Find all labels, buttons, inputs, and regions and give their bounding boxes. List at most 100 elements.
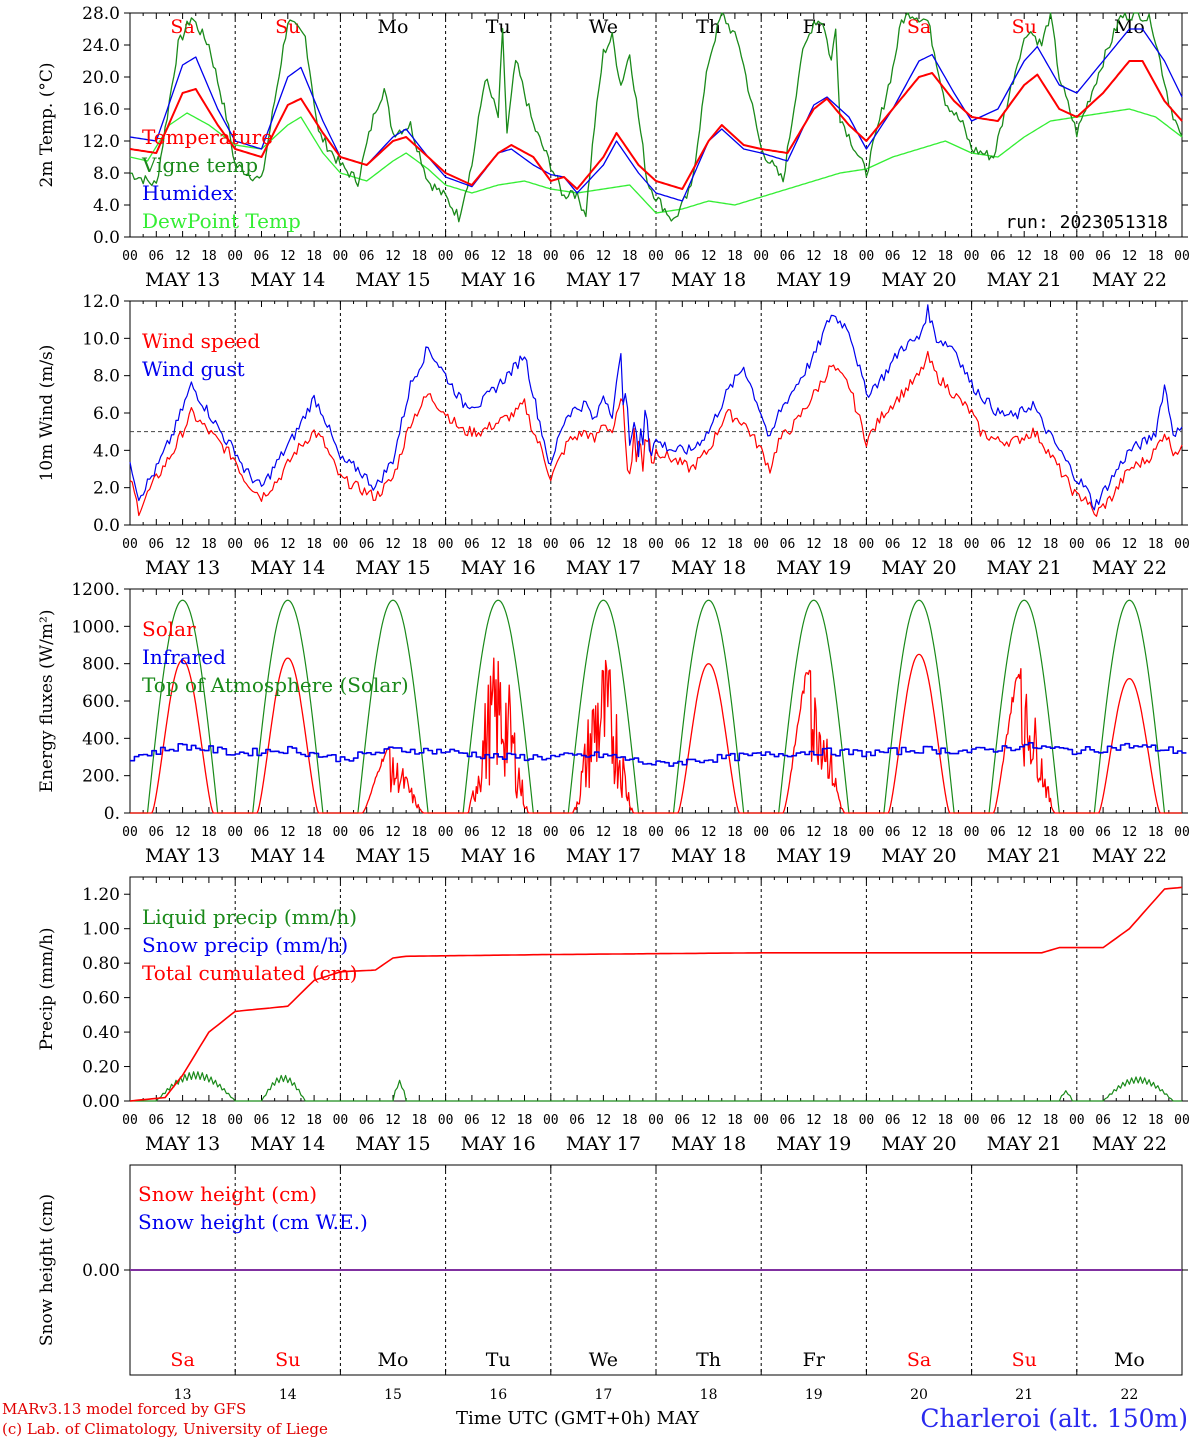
day-label: Th (696, 1349, 721, 1371)
hour-tick-label: 00 (438, 825, 454, 840)
y-tick-label: 10.0 (82, 329, 120, 349)
y-axis-label: Energy fluxes (W/m²) (37, 610, 57, 793)
y-tick-label: 800. (82, 655, 120, 675)
hour-tick-label: 06 (780, 825, 796, 840)
hour-tick-label: 12 (490, 825, 506, 840)
hour-tick-label: 06 (780, 249, 796, 264)
hour-tick-label: 06 (254, 825, 270, 840)
hour-tick-label: 18 (1148, 825, 1164, 840)
hour-tick-label: 06 (569, 1113, 585, 1128)
y-axis-label: 2m Temp. (°C) (37, 62, 57, 187)
hour-tick-label: 00 (333, 825, 349, 840)
wind-panel: 0.0 2.0 4.0 6.0 8.0 10.0 12.0 10m Wind (m/s) 00 0… (37, 292, 1190, 579)
hour-tick-label: 18 (832, 825, 848, 840)
hour-tick-label: 18 (411, 825, 427, 840)
y-tick-label: 0. (104, 804, 120, 824)
date-label: MAY 17 (566, 845, 641, 867)
y-tick-label: 4.0 (93, 441, 120, 461)
hour-tick-label: 12 (701, 825, 717, 840)
date-label: MAY 21 (987, 845, 1062, 867)
hour-tick-label: 06 (148, 1113, 164, 1128)
legend-entry: Humidex (142, 181, 234, 205)
hour-tick-label: 12 (1122, 1113, 1138, 1128)
y-tick-label: 600. (82, 692, 120, 712)
hour-tick-label: 06 (464, 1113, 480, 1128)
hour-tick-label: 18 (937, 249, 953, 264)
hour-tick-label: 18 (622, 1113, 638, 1128)
hour-tick-label: 06 (254, 1113, 270, 1128)
hour-tick-label: 12 (806, 249, 822, 264)
legend-entry: Vigne temp (141, 153, 258, 177)
hour-tick-label: 00 (122, 537, 138, 552)
hour-tick-label: 06 (885, 1113, 901, 1128)
day-label: Mo (1114, 1349, 1145, 1371)
hour-tick-label: 18 (517, 537, 533, 552)
date-label: MAY 19 (776, 557, 851, 579)
hour-tick-label: 06 (569, 825, 585, 840)
hour-tick-label: 06 (780, 1113, 796, 1128)
date-label: MAY 21 (987, 269, 1062, 291)
date-label: MAY 15 (355, 557, 430, 579)
hour-tick-label: 06 (254, 249, 270, 264)
y-tick-label: 20.0 (82, 68, 120, 88)
y-tick-label: 0.40 (82, 1023, 120, 1043)
legend-entry: Solar (142, 617, 196, 641)
hour-tick-label: 00 (859, 249, 875, 264)
hour-tick-label: 00 (753, 825, 769, 840)
date-label: MAY 14 (250, 1133, 325, 1155)
hour-tick-label: 18 (937, 1113, 953, 1128)
series-line (130, 742, 1187, 767)
hour-tick-label: 06 (990, 1113, 1006, 1128)
hour-tick-label: 06 (359, 1113, 375, 1128)
hour-tick-label: 12 (596, 1113, 612, 1128)
hour-tick-label: 12 (911, 537, 927, 552)
hour-tick-label: 18 (306, 825, 322, 840)
run-label: run: 2023051318 (1005, 212, 1168, 233)
legend-entry: Snow precip (mm/h) (142, 933, 348, 957)
y-tick-label: 200. (82, 767, 120, 787)
y-tick-label: 0.00 (82, 1261, 120, 1281)
hour-tick-label: 12 (385, 1113, 401, 1128)
date-label: MAY 14 (250, 845, 325, 867)
y-tick-label: 8.0 (93, 164, 120, 184)
hour-tick-label: 18 (622, 249, 638, 264)
day-label: Su (275, 1349, 300, 1371)
date-label: MAY 13 (145, 1133, 220, 1155)
day-label: Tu (486, 1349, 511, 1371)
hour-tick-label: 00 (122, 1113, 138, 1128)
date-label: MAY 18 (671, 557, 746, 579)
hour-tick-label: 12 (1016, 1113, 1032, 1128)
hour-tick-label: 06 (148, 249, 164, 264)
hour-tick-label: 18 (1043, 825, 1059, 840)
day-label: We (589, 1349, 618, 1371)
legend-entry: Snow height (cm) (138, 1182, 317, 1206)
hour-tick-label: 18 (306, 1113, 322, 1128)
y-tick-label: 12.0 (82, 292, 120, 312)
hour-tick-label: 00 (859, 1113, 875, 1128)
date-label: MAY 22 (1092, 1133, 1167, 1155)
y-axis-label: 10m Wind (m/s) (37, 345, 57, 482)
hour-tick-label: 00 (543, 249, 559, 264)
day-label: Mo (378, 16, 409, 38)
hour-tick-label: 12 (806, 1113, 822, 1128)
hour-tick-label: 00 (227, 825, 243, 840)
series-line (130, 653, 1182, 814)
hour-tick-label: 06 (148, 825, 164, 840)
y-tick-label: 16.0 (82, 100, 120, 120)
hour-tick-label: 00 (964, 825, 980, 840)
hour-tick-label: 00 (1069, 537, 1085, 552)
hour-tick-label: 06 (990, 249, 1006, 264)
date-label: MAY 17 (566, 269, 641, 291)
hour-tick-label: 18 (1148, 249, 1164, 264)
hour-tick-label: 18 (727, 537, 743, 552)
hour-tick-label: 00 (543, 537, 559, 552)
date-label: MAY 18 (671, 845, 746, 867)
temperature-panel: 0.0 4.0 8.0 12.0 16.0 20.0 24.0 28.0 2m Temp. (°… (37, 4, 1190, 291)
hour-tick-label: 18 (1043, 537, 1059, 552)
date-label: MAY 22 (1092, 557, 1167, 579)
y-tick-label: 4.0 (93, 196, 120, 216)
hour-tick-label: 12 (911, 249, 927, 264)
hour-tick-label: 00 (1174, 1113, 1190, 1128)
y-axis-label: Precip (mm/h) (37, 927, 57, 1050)
hour-tick-label: 12 (1122, 249, 1138, 264)
